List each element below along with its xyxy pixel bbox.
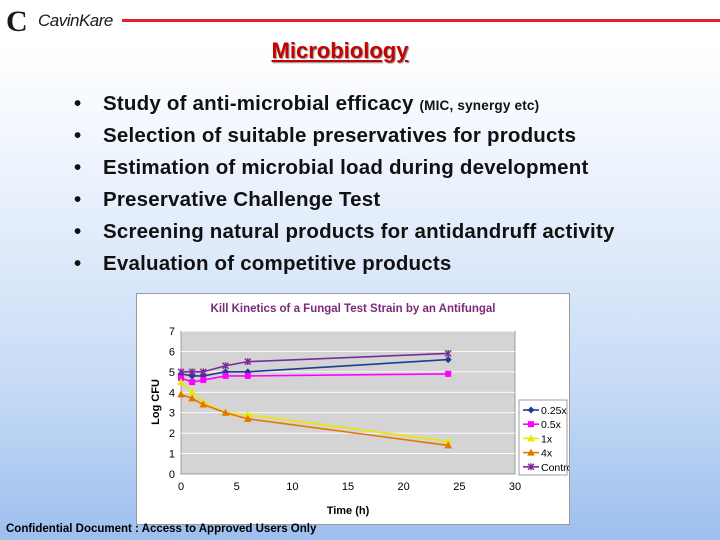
series-line-1x [180,381,449,443]
data-point [244,368,252,376]
legend-marker [527,448,535,456]
bullet-item: • Evaluation of competitive products [74,252,452,275]
bullet-text: Selection of suitable preservatives for … [103,124,577,147]
data-point [177,378,185,386]
legend-label: 0.25x [541,405,567,417]
x-axis-label: Time (h) [327,505,370,517]
bullet-item: • Estimation of microbial load during dev… [74,156,589,179]
legend-label: 1x [541,433,553,445]
data-point [244,358,252,366]
bullet-text: Preservative Challenge Test [103,188,381,211]
bullet-item: • Selection of suitable preservatives for… [74,124,577,147]
legend-box [518,399,568,476]
bullet-item: • Screening natural products for antidand… [74,220,615,243]
data-point [188,368,196,376]
x-tick-label: 0 [178,481,184,493]
ck-logo-icon: C [6,5,28,38]
series-layer [177,349,452,449]
slide-title: Microbiology [271,38,409,63]
x-tick-label: 20 [398,481,410,493]
data-point [177,390,185,398]
x-tick-label: 15 [342,481,354,493]
data-point [200,377,207,384]
data-point [199,400,208,408]
x-tick-label: 30 [509,481,521,493]
header-divider [122,19,720,22]
data-point [444,437,452,445]
data-point [244,372,251,379]
data-point [222,372,229,379]
company-logo: C CavinKare [4,3,120,39]
y-tick-label: 6 [169,346,175,358]
data-point [445,370,452,377]
y-tick-label: 0 [169,469,175,481]
data-point [222,362,230,370]
legend-label: Control [541,462,569,474]
data-point [221,408,230,416]
y-tick-label: 1 [169,449,175,461]
logo-text: CavinKare [38,11,113,30]
bullet-note: (MIC, synergy etc) [419,98,540,113]
x-tick-label: 25 [453,481,465,493]
legend-label: 4x [541,448,553,460]
axes: 0 1 2 3 4 5 6 7 0 5 10 15 20 25 30 [169,326,521,493]
chart-title: Kill Kinetics of a Fungal Test Strain by… [211,303,496,315]
chart-svg: Kill Kinetics of a Fungal Test Strain by… [150,303,575,517]
bullet-text: Estimation of microbial load during deve… [103,156,589,179]
y-tick-label: 2 [169,428,175,440]
bullet-item: • Study of anti-microbial efficacy (MIC, … [74,92,540,115]
data-point [444,349,452,357]
plot-area [180,330,516,475]
legend-marker [527,434,535,442]
data-point [199,368,207,376]
data-point [189,379,196,386]
series-line-control [181,352,449,373]
footer-text: Confidential Document : Access to Approv… [6,523,317,535]
bullet-item: • Preservative Challenge Test [74,188,381,211]
data-point [178,374,184,381]
y-tick-label: 7 [169,326,175,338]
y-axis-label: Log CFU [150,379,162,425]
legend-marker [527,463,535,471]
legend-marker [528,421,534,428]
bullet-text: Study of anti-microbial efficacy [103,92,420,115]
bullet-list: • Study of anti-microbial efficacy (MIC, … [74,90,615,282]
data-point [444,441,452,449]
series-line-4x [180,393,449,447]
data-point [177,368,185,376]
legend-marker [527,406,535,414]
kill-kinetics-chart: Kill Kinetics of a Fungal Test Strain by… [136,293,575,525]
y-tick-label: 3 [169,408,175,420]
y-tick-label: 5 [169,367,175,379]
y-tick-label: 4 [169,387,175,399]
data-point [188,388,196,396]
legend-label: 0.5x [541,419,562,431]
x-tick-label: 10 [286,481,298,493]
data-point [188,394,196,402]
legend: 0.25x 0.5x 1x 4x Control [523,405,575,474]
bullet-text: Evaluation of competitive products [103,252,452,275]
data-point [244,410,252,418]
data-point [244,414,252,422]
x-tick-label: 5 [234,481,240,493]
data-point [444,356,452,364]
bullet-text: Screening natural products for antidandr… [103,220,615,243]
